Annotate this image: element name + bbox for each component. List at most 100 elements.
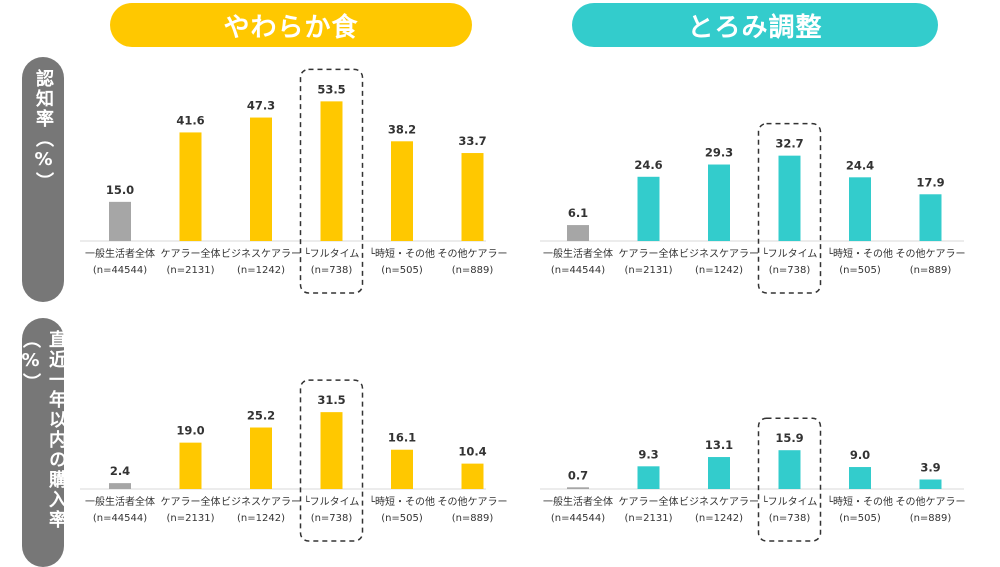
- bar: [461, 463, 484, 489]
- bar-value-label: 9.3: [638, 447, 658, 461]
- category-label: └フルタイム: [762, 495, 818, 508]
- category-label: ケアラー全体: [619, 495, 679, 508]
- category-n-label: (n=889): [910, 265, 952, 276]
- highlight-box: [757, 122, 822, 294]
- bar-value-label: 17.9: [916, 175, 944, 189]
- category-n-label: (n=738): [311, 513, 353, 524]
- bar: [778, 155, 801, 241]
- category-label: └時短・その他: [827, 495, 893, 508]
- category-label: └時短・その他: [827, 247, 893, 260]
- bar: [391, 449, 413, 489]
- chart-panel-yawaraka-awareness: 15.0 一般生活者全体 (n=44544) 41.6 ケアラー全体 (n=2131) 47…: [80, 68, 508, 294]
- bar-value-label: 19.0: [176, 424, 204, 438]
- category-label: 一般生活者全体: [85, 495, 155, 508]
- bar-value-label: 6.1: [568, 206, 588, 220]
- category-label: ビジネスケアラー: [679, 496, 759, 508]
- category-n-label: (n=889): [452, 513, 494, 524]
- bar-value-label: 10.4: [458, 445, 486, 459]
- header-label: とろみ調整: [687, 12, 823, 43]
- highlight-box: [299, 68, 364, 294]
- category-n-label: (n=44544): [551, 265, 605, 276]
- category-label: └時短・その他: [369, 247, 435, 260]
- bar: [109, 483, 131, 489]
- category-label: └時短・その他: [369, 495, 435, 508]
- bar: [461, 153, 484, 241]
- bar-value-label: 13.1: [705, 438, 733, 452]
- bar: [109, 201, 131, 241]
- row-label-text: 直近一年以内の購入率（%）: [20, 330, 67, 530]
- category-label: その他ケアラー: [438, 495, 508, 508]
- bar-value-label: 24.6: [634, 158, 662, 172]
- chart-panel-toromi-awareness: 6.1 一般生活者全体 (n=44544) 24.6 ケアラー全体 (n=2131) 29.…: [540, 122, 966, 294]
- bar: [179, 442, 202, 489]
- highlight-box: [299, 379, 364, 542]
- bar: [849, 467, 871, 489]
- category-label: ケアラー全体: [161, 495, 221, 508]
- bar-value-label: 47.3: [247, 99, 275, 113]
- header-toromi-chosei: とろみ調整: [572, 3, 938, 47]
- bar: [778, 450, 801, 489]
- bar: [567, 225, 589, 241]
- bar-value-label: 31.5: [317, 393, 345, 407]
- header-label: やわらか食: [223, 12, 359, 43]
- bar: [849, 177, 871, 241]
- category-n-label: (n=2131): [625, 513, 673, 524]
- bar-value-label: 2.4: [110, 464, 130, 478]
- bar: [919, 479, 942, 489]
- row-label-awareness: 認知率（%）: [22, 57, 64, 302]
- category-n-label: (n=738): [311, 265, 353, 276]
- row-label-text: 認知率（%）: [33, 69, 54, 192]
- bar-value-label: 9.0: [850, 448, 870, 462]
- category-n-label: (n=889): [452, 265, 494, 276]
- bar: [250, 427, 272, 489]
- category-n-label: (n=44544): [93, 513, 147, 524]
- category-label: └フルタイム: [304, 495, 360, 508]
- category-n-label: (n=889): [910, 513, 952, 524]
- bar-value-label: 33.7: [458, 134, 486, 148]
- category-label: ケアラー全体: [161, 247, 221, 260]
- bar: [179, 132, 202, 241]
- bar-value-label: 32.7: [775, 137, 803, 151]
- bar-value-label: 15.0: [106, 183, 134, 197]
- highlight-box: [757, 417, 822, 542]
- bar-value-label: 41.6: [176, 113, 204, 127]
- category-label: その他ケアラー: [896, 495, 966, 508]
- category-label: 一般生活者全体: [85, 247, 155, 260]
- bar: [250, 117, 272, 241]
- category-n-label: (n=505): [381, 265, 423, 276]
- row-label-purchase: 直近一年以内の購入率（%）: [20, 318, 67, 567]
- bar-value-label: 25.2: [247, 409, 275, 423]
- chart-panel-yawaraka-purchase: 2.4 一般生活者全体 (n=44544) 19.0 ケアラー全体 (n=2131) 25.…: [80, 379, 508, 542]
- category-n-label: (n=44544): [93, 265, 147, 276]
- category-label: └フルタイム: [304, 247, 360, 260]
- category-n-label: (n=1242): [237, 513, 285, 524]
- category-n-label: (n=738): [769, 265, 811, 276]
- header-yawarakashoku: やわらか食: [110, 3, 472, 47]
- category-label: ビジネスケアラー: [221, 496, 301, 508]
- bar-value-label: 24.4: [846, 158, 874, 172]
- bar-value-label: 38.2: [388, 122, 416, 136]
- category-n-label: (n=1242): [695, 265, 743, 276]
- category-label: └フルタイム: [762, 247, 818, 260]
- category-label: その他ケアラー: [896, 247, 966, 260]
- bar: [391, 141, 413, 241]
- bar: [919, 194, 942, 241]
- bar-value-label: 53.5: [317, 82, 345, 96]
- category-n-label: (n=2131): [167, 265, 215, 276]
- category-n-label: (n=2131): [625, 265, 673, 276]
- bar: [708, 457, 730, 489]
- category-n-label: (n=1242): [695, 513, 743, 524]
- bar: [637, 176, 660, 241]
- category-n-label: (n=1242): [237, 265, 285, 276]
- bar-value-label: 29.3: [705, 146, 733, 160]
- category-n-label: (n=505): [839, 513, 881, 524]
- category-label: その他ケアラー: [438, 247, 508, 260]
- category-n-label: (n=44544): [551, 513, 605, 524]
- bar: [637, 466, 660, 489]
- bar: [320, 412, 343, 489]
- category-label: ビジネスケアラー: [221, 248, 301, 260]
- category-label: 一般生活者全体: [543, 247, 613, 260]
- category-label: ビジネスケアラー: [679, 248, 759, 260]
- bar-value-label: 15.9: [775, 431, 803, 445]
- category-n-label: (n=505): [839, 265, 881, 276]
